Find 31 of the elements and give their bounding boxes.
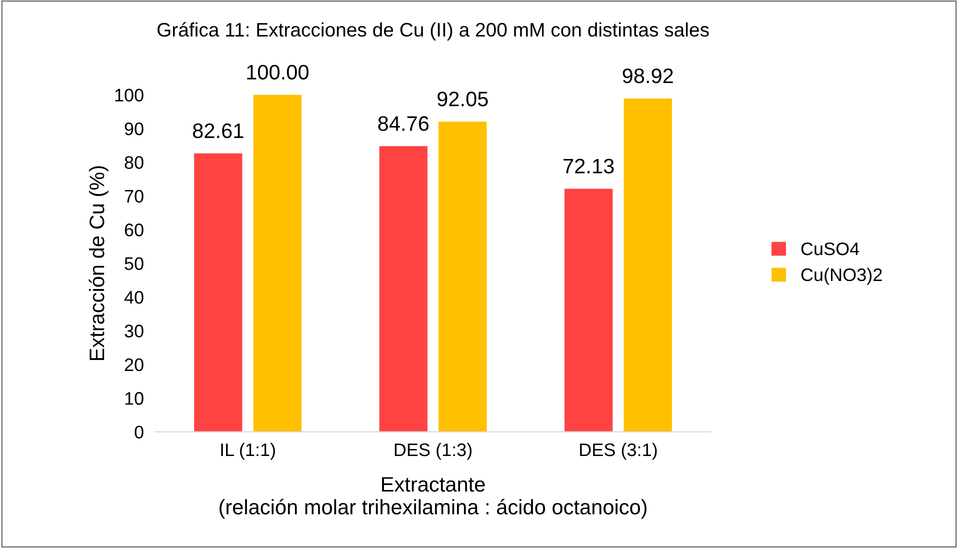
y-tick-label: 40 [124, 290, 144, 304]
y-tick-label: 30 [124, 324, 144, 338]
y-tick-label: 100 [115, 88, 144, 102]
text: 92.05 [438, 92, 488, 106]
y-tick-label: 10 [125, 392, 144, 405]
text: 84.76 [378, 116, 429, 131]
x-tick-label: DES (1:3) [394, 442, 472, 460]
y-axis-title: Extracción de Cu (%) [88, 166, 108, 360]
bar [379, 146, 428, 432]
legend-label: CuSO4 [801, 242, 860, 256]
bar [624, 98, 672, 432]
legend-label: Cu(NO3)2 [801, 268, 882, 285]
y-tick-label: 70 [124, 190, 144, 203]
x-tick-label: DES (3:1) [580, 442, 657, 460]
x-tick-label: IL (1:1) [221, 442, 275, 460]
bar [194, 153, 242, 432]
bar [253, 94, 302, 432]
bar [564, 188, 613, 432]
y-tick-label: 0 [134, 426, 144, 439]
y-tick-label: 20 [124, 358, 144, 372]
chart-title: Gráfica 11: Extracciones de Cu (II) a 200 mM con distintas sales [158, 22, 709, 40]
bar [438, 122, 487, 432]
text: 98.92 [622, 68, 673, 84]
y-tick-label: 90 [124, 122, 144, 136]
y-tick-label: 60 [124, 224, 144, 236]
text: 100.00 [247, 64, 308, 80]
y-tick-label: 80 [124, 156, 144, 169]
text: 82.61 [193, 123, 244, 138]
text: 72.13 [564, 158, 614, 174]
x-axis-title: Extractante (relación molar trihexilamina : ácido octanoico) [220, 477, 647, 519]
y-tick-label: 50 [124, 257, 144, 270]
